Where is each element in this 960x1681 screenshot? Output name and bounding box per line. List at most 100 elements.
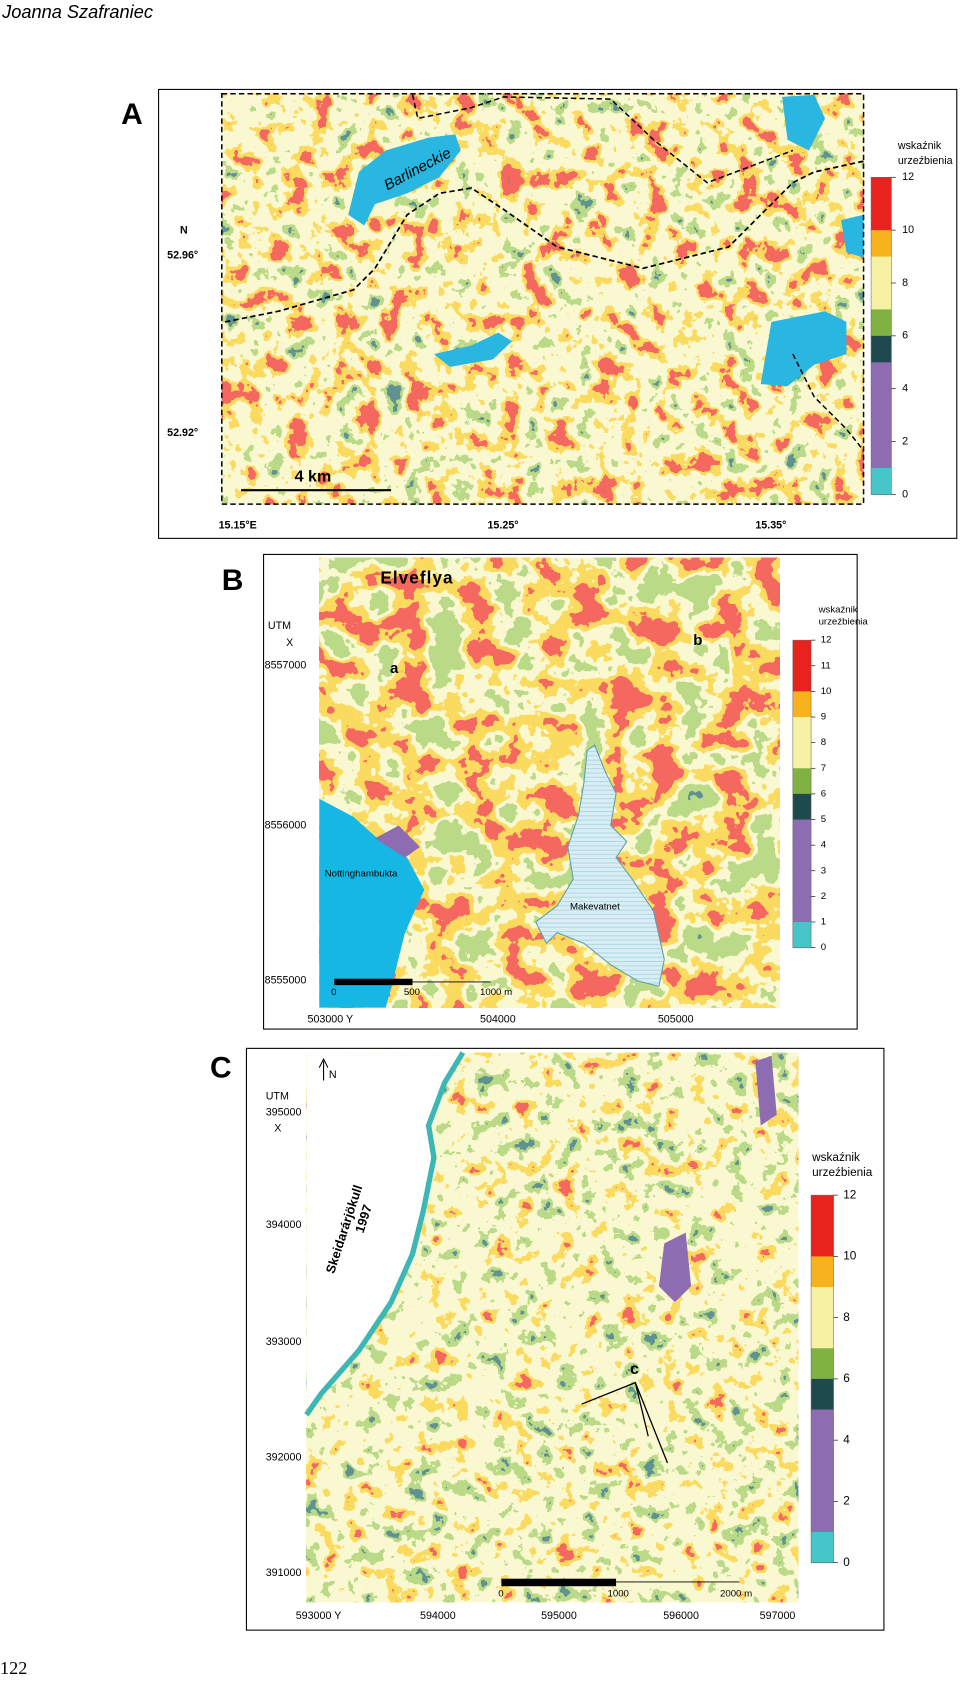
lake — [535, 744, 665, 987]
axis-label: 503000 Y — [308, 1013, 354, 1025]
axis-label: 392000 — [266, 1451, 302, 1463]
scale-label: 2000 m — [720, 1588, 752, 1599]
patch — [658, 1232, 692, 1303]
scale-label: 4 km — [295, 468, 332, 486]
legend-tick-label: 2 — [902, 435, 908, 447]
legend-tick-label: 11 — [821, 660, 831, 671]
sea — [319, 798, 425, 1008]
axis-label: 593000 Y — [296, 1610, 342, 1622]
axis-label: 391000 — [266, 1567, 302, 1579]
legend-swatch — [871, 256, 892, 284]
axis-label: 8555000 — [265, 975, 307, 987]
panel-letter: B — [222, 564, 244, 597]
map-label: b — [693, 632, 702, 649]
axis-label: 597000 — [760, 1610, 796, 1622]
axis-label: 596000 — [663, 1610, 699, 1622]
scale-label: 1000 m — [480, 987, 512, 998]
legend-swatch — [811, 1470, 834, 1502]
legend-swatch — [811, 1409, 834, 1441]
scale-label: 0 — [498, 1588, 503, 1599]
legend-swatch — [792, 845, 812, 872]
map-border — [221, 92, 865, 505]
scale-bar — [334, 978, 413, 986]
axis-label: 52.96° — [167, 249, 198, 261]
axis-label: 52.92° — [167, 427, 198, 439]
glacier-edge — [304, 1051, 466, 1417]
legend-swatch — [792, 640, 812, 667]
boundary — [792, 353, 865, 451]
axis-label: N — [180, 225, 188, 237]
legend-swatch — [811, 1195, 834, 1227]
legend-tick-label: 4 — [843, 1433, 850, 1446]
legend-tick-label: 2 — [821, 891, 826, 902]
legend-swatch — [811, 1225, 834, 1257]
legend-swatch — [811, 1317, 834, 1349]
legend-swatch — [792, 768, 812, 795]
legend-title: urzeźbienia — [819, 616, 869, 627]
legend-swatch — [871, 283, 892, 310]
legend-swatch — [792, 717, 812, 744]
legend-swatch — [792, 793, 812, 821]
legend-swatch — [792, 819, 812, 846]
map-label: Elveflya — [380, 568, 453, 588]
map-label: a — [390, 660, 399, 677]
lake — [433, 332, 513, 367]
legend-tick-label: 0 — [843, 1556, 850, 1569]
lake — [760, 311, 847, 387]
axis-label: 8557000 — [265, 660, 307, 672]
legend-title: urzeźbienia — [898, 155, 953, 167]
legend-swatch — [811, 1287, 834, 1319]
map-raster — [221, 93, 864, 505]
axis-label: 594000 — [420, 1610, 456, 1622]
legend-swatch — [792, 742, 812, 769]
legend-tick-label: 8 — [843, 1311, 850, 1324]
map-label: Makevatnet — [570, 901, 620, 912]
legend-tick-label: 1 — [821, 917, 826, 928]
legend-swatch — [811, 1532, 834, 1564]
legend-tick-label: 0 — [821, 942, 826, 953]
map-label: c — [630, 1360, 639, 1378]
scale-label: 0 — [331, 987, 336, 998]
profile-line — [581, 1381, 669, 1464]
axis-label: 395000 — [266, 1106, 302, 1118]
legend-swatch — [792, 691, 812, 718]
legend-swatch — [871, 309, 892, 337]
page-number: 122 — [0, 1658, 27, 1678]
legend-swatch — [871, 388, 892, 416]
axis-label: X — [274, 1123, 281, 1135]
legend-title: urzeźbienia — [812, 1166, 873, 1179]
legend-swatch — [871, 441, 892, 469]
legend-tick-label: 9 — [821, 712, 826, 723]
axis-label: UTM — [268, 620, 291, 632]
legend-title: wskaźnik — [897, 140, 942, 152]
axis-label: 8556000 — [265, 819, 307, 831]
patch — [755, 1055, 777, 1126]
legend-title: wskaźnik — [818, 605, 858, 616]
axis-label: 15.25° — [487, 519, 518, 531]
legend-tick-label: 0 — [902, 488, 908, 500]
legend-tick-label: 10 — [843, 1250, 857, 1263]
north-arrow — [318, 1057, 329, 1081]
legend-tick-label: 6 — [821, 788, 826, 799]
panel-letter: C — [210, 1052, 232, 1085]
axis-label: 504000 — [480, 1013, 516, 1025]
axis-label: UTM — [266, 1090, 289, 1102]
legend-tick-label: 6 — [843, 1372, 850, 1385]
author: Joanna Szafraniec — [1, 2, 153, 22]
legend-swatch — [871, 362, 892, 390]
axis-label: 505000 — [658, 1013, 694, 1025]
legend-tick-label: 12 — [821, 635, 832, 646]
axis-label: 15.35° — [755, 519, 786, 531]
lake — [841, 214, 864, 258]
legend-swatch — [811, 1440, 834, 1472]
scale-label: 500 — [404, 987, 420, 998]
legend-swatch — [811, 1501, 834, 1533]
legend-swatch — [792, 922, 812, 949]
glacier — [306, 1052, 463, 1415]
legend-tick-label: 6 — [902, 330, 908, 342]
boundary — [411, 94, 794, 184]
lake — [348, 134, 461, 226]
legend-tick-label: 12 — [902, 171, 914, 183]
